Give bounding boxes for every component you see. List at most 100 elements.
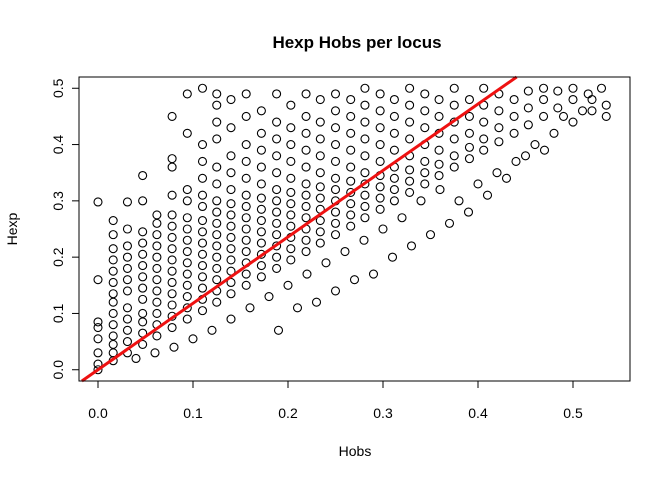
data-point xyxy=(360,190,370,200)
data-point xyxy=(122,325,132,335)
data-point xyxy=(420,123,430,133)
data-point xyxy=(449,162,459,172)
data-point xyxy=(330,106,341,116)
data-point xyxy=(330,173,341,183)
data-point xyxy=(122,337,132,347)
data-point xyxy=(108,339,118,349)
y-axis-label: Hexp xyxy=(4,212,20,245)
data-point xyxy=(479,83,489,93)
data-point xyxy=(301,162,311,172)
x-tick-label: 0.3 xyxy=(373,405,393,421)
data-point xyxy=(479,145,489,155)
data-point xyxy=(197,201,208,212)
data-point xyxy=(464,94,475,105)
x-axis-label: Hobs xyxy=(339,443,372,459)
data-point xyxy=(138,308,148,318)
data-point xyxy=(182,280,192,290)
points-layer xyxy=(93,83,611,375)
data-point xyxy=(416,196,426,206)
data-point xyxy=(330,156,341,166)
data-point xyxy=(523,103,533,113)
data-point xyxy=(397,213,407,223)
data-point xyxy=(596,83,607,93)
data-point xyxy=(256,216,266,226)
data-point xyxy=(167,322,177,333)
data-point xyxy=(182,303,192,313)
data-point xyxy=(482,190,493,200)
data-point xyxy=(241,173,251,183)
data-point xyxy=(283,280,293,290)
data-point xyxy=(523,86,533,96)
data-point xyxy=(286,199,296,209)
data-point xyxy=(301,213,311,223)
data-point xyxy=(241,156,251,166)
data-point xyxy=(152,241,162,251)
data-point xyxy=(197,216,208,226)
fit-line xyxy=(81,75,518,383)
data-point xyxy=(315,182,325,192)
data-point xyxy=(501,173,512,183)
data-point xyxy=(197,261,208,271)
data-point xyxy=(375,89,385,99)
data-point xyxy=(182,258,192,268)
data-point xyxy=(553,86,563,96)
data-point xyxy=(389,94,399,105)
data-point xyxy=(182,292,192,302)
data-point xyxy=(286,255,296,265)
data-point xyxy=(389,145,399,155)
data-point xyxy=(167,221,177,231)
data-point xyxy=(346,187,356,197)
data-point xyxy=(272,252,282,262)
data-point xyxy=(568,117,578,127)
data-point xyxy=(405,117,415,127)
data-point xyxy=(93,275,103,285)
data-point xyxy=(256,128,266,138)
data-point xyxy=(330,286,341,296)
data-point xyxy=(167,190,177,200)
data-point xyxy=(212,218,222,228)
data-point xyxy=(530,140,540,150)
data-point xyxy=(108,331,118,341)
data-point xyxy=(523,120,533,130)
data-point xyxy=(241,269,251,279)
data-point xyxy=(346,111,356,121)
data-point xyxy=(286,156,296,166)
data-point xyxy=(152,252,162,262)
x-tick-label: 0.0 xyxy=(88,405,108,421)
data-point xyxy=(226,151,236,161)
data-point xyxy=(463,207,474,217)
data-point xyxy=(138,294,148,304)
data-point xyxy=(301,190,311,200)
data-point xyxy=(389,173,399,183)
data-point xyxy=(108,244,118,254)
data-point xyxy=(138,170,148,181)
data-point xyxy=(256,162,266,172)
x-tick-label: 0.4 xyxy=(468,405,488,421)
data-point xyxy=(360,117,370,127)
y-tick-label: 0.3 xyxy=(50,191,66,211)
data-point xyxy=(349,275,360,285)
data-point xyxy=(138,339,148,349)
data-point xyxy=(152,210,162,220)
data-point xyxy=(226,232,236,242)
data-point xyxy=(241,224,251,234)
data-point xyxy=(449,134,459,144)
data-point xyxy=(378,224,388,234)
data-point xyxy=(212,297,222,307)
data-point xyxy=(420,156,430,166)
data-point xyxy=(138,261,148,271)
data-point xyxy=(226,94,236,105)
y-axis: 0.0 0.1 0.2 0.3 0.4 0.5 xyxy=(50,78,80,379)
data-point xyxy=(188,334,198,344)
data-point xyxy=(182,128,192,138)
data-point xyxy=(538,83,549,93)
data-point xyxy=(434,145,444,155)
data-point xyxy=(256,106,266,116)
data-point xyxy=(167,266,177,276)
data-point xyxy=(330,140,341,150)
data-point xyxy=(435,185,445,195)
data-point xyxy=(256,272,266,282)
data-point xyxy=(315,134,325,144)
data-point xyxy=(122,275,132,285)
data-point xyxy=(558,111,569,121)
